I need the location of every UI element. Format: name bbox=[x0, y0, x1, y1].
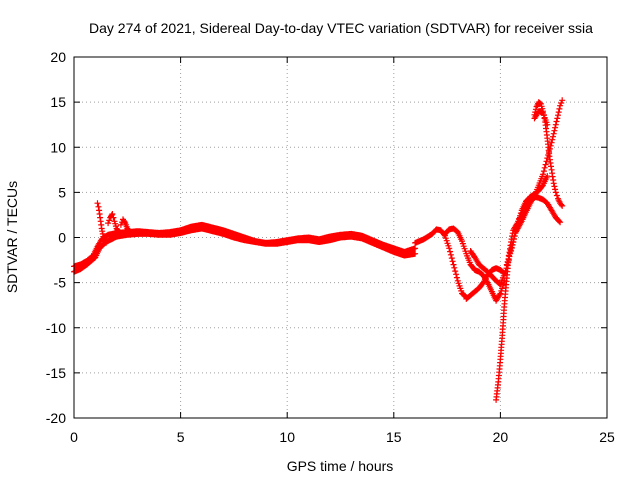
x-tick-label: 25 bbox=[599, 429, 615, 445]
data-series bbox=[71, 97, 566, 403]
series-peak-2 bbox=[531, 108, 551, 128]
series-track-e bbox=[463, 265, 508, 302]
x-tick-label: 5 bbox=[177, 429, 185, 445]
axis-ticks: 0 5 10 15 20 25 -20 -15 -10 -5 0 5 10 15 20 bbox=[46, 49, 615, 445]
series-track-f bbox=[467, 248, 512, 288]
y-tick-label: 0 bbox=[58, 230, 66, 246]
plus-markers bbox=[505, 173, 551, 259]
series-drop bbox=[493, 193, 564, 403]
plus-markers bbox=[105, 211, 122, 236]
plus-markers bbox=[94, 200, 109, 246]
x-tick-label: 15 bbox=[386, 429, 402, 445]
y-tick-label: 5 bbox=[58, 184, 66, 200]
series-spike-2 bbox=[105, 211, 122, 236]
y-tick-label: 20 bbox=[50, 49, 66, 65]
y-tick-label: -20 bbox=[46, 410, 66, 426]
plus-markers bbox=[71, 221, 419, 270]
x-tick-label: 0 bbox=[70, 429, 78, 445]
plus-markers bbox=[467, 248, 512, 288]
series-spike-3 bbox=[117, 216, 133, 235]
plus-markers bbox=[117, 216, 133, 235]
y-axis-label: SDTVAR / TECUs bbox=[4, 181, 20, 293]
y-tick-label: -10 bbox=[46, 320, 66, 336]
y-tick-label: 15 bbox=[50, 94, 66, 110]
x-axis-label: GPS time / hours bbox=[287, 458, 394, 474]
series-track-a bbox=[71, 221, 419, 270]
y-tick-label: 10 bbox=[50, 139, 66, 155]
series-rise-2 bbox=[505, 173, 551, 259]
chart-title: Day 274 of 2021, Sidereal Day-to-day VTE… bbox=[89, 20, 593, 36]
plus-markers bbox=[493, 193, 564, 403]
y-tick-label: -15 bbox=[46, 365, 66, 381]
x-tick-label: 20 bbox=[493, 429, 509, 445]
plus-markers bbox=[531, 108, 551, 128]
x-tick-label: 10 bbox=[279, 429, 295, 445]
plus-markers bbox=[463, 265, 508, 302]
y-tick-label: -5 bbox=[54, 275, 67, 291]
plus-markers bbox=[71, 225, 419, 275]
series-track-b bbox=[71, 225, 419, 275]
series-spike-1 bbox=[94, 200, 109, 246]
